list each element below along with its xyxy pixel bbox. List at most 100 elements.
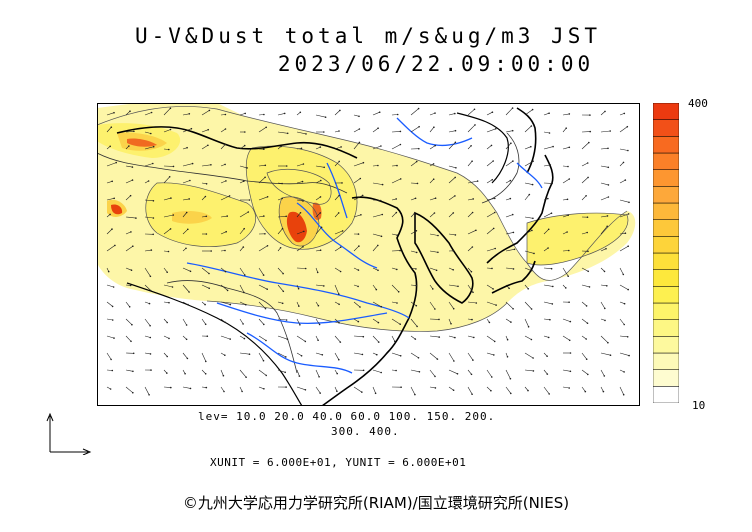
wind-vector-head bbox=[623, 323, 625, 326]
wind-vector-head bbox=[531, 108, 534, 111]
wind-vector-head bbox=[147, 180, 150, 182]
wind-vector-head bbox=[566, 231, 568, 233]
wind-vector-head bbox=[362, 161, 365, 164]
wind-vector bbox=[619, 179, 626, 184]
wind-vector bbox=[258, 215, 264, 218]
wind-vector-head bbox=[266, 196, 269, 198]
wind-vector bbox=[106, 162, 117, 167]
wind-vector-head bbox=[229, 303, 232, 306]
wind-vector bbox=[581, 352, 587, 360]
wind-vector-head bbox=[606, 215, 609, 217]
legend-min-label: 10 bbox=[692, 399, 706, 412]
wind-vector bbox=[486, 352, 494, 356]
wind-vector bbox=[600, 369, 605, 377]
wind-vector bbox=[239, 145, 245, 150]
wind-vector-head bbox=[399, 323, 402, 325]
wind-vector bbox=[201, 196, 206, 201]
wind-vector bbox=[410, 335, 416, 340]
wind-vector-head bbox=[512, 231, 515, 234]
wind-vector bbox=[239, 386, 243, 392]
map-title: U-V&Dust total m/s&ug/m3 JST bbox=[134, 24, 601, 48]
wind-vector-head bbox=[546, 355, 548, 357]
wind-vector-head bbox=[111, 180, 113, 183]
wind-vector-head bbox=[225, 180, 227, 182]
wind-vector-head bbox=[624, 179, 627, 181]
wind-vector bbox=[581, 318, 588, 324]
wind-vector-head bbox=[149, 289, 152, 292]
wind-vector bbox=[372, 111, 380, 116]
wind-vector bbox=[448, 177, 456, 184]
wind-vector bbox=[353, 301, 361, 308]
wind-vector bbox=[562, 267, 569, 277]
wind-vector bbox=[448, 369, 458, 375]
wind-vector bbox=[353, 352, 363, 355]
wind-vector-head bbox=[339, 341, 342, 343]
wind-vector-head bbox=[491, 267, 493, 270]
wind-vector bbox=[106, 301, 113, 307]
wind-vector-head bbox=[455, 167, 457, 169]
wind-vector bbox=[125, 318, 133, 325]
wind-vector bbox=[144, 249, 152, 252]
wind-vector-head bbox=[228, 195, 231, 197]
wind-vector-head bbox=[150, 111, 153, 114]
wind-vector bbox=[486, 198, 495, 201]
wind-vector-head bbox=[282, 290, 285, 293]
wind-vector bbox=[429, 352, 438, 360]
wind-vector-head bbox=[223, 390, 225, 393]
wind-vector-head bbox=[377, 127, 379, 129]
wind-vector-head bbox=[150, 369, 152, 371]
wind-vector bbox=[201, 145, 209, 150]
wind-vector-head bbox=[149, 275, 152, 278]
wind-vector-head bbox=[588, 286, 591, 288]
wind-vector bbox=[144, 284, 151, 291]
wind-vector-head bbox=[285, 386, 287, 388]
wind-vector bbox=[296, 163, 304, 167]
wind-vector-head bbox=[338, 293, 340, 295]
wind-vector-head bbox=[470, 145, 472, 147]
wind-vector-head bbox=[190, 127, 193, 130]
wind-vector bbox=[486, 212, 495, 218]
wind-vector bbox=[543, 267, 552, 269]
wind-vector bbox=[600, 335, 609, 343]
wind-vector-head bbox=[357, 320, 360, 323]
wind-vector-head bbox=[548, 112, 550, 114]
wind-vector bbox=[619, 245, 629, 252]
wind-vector bbox=[315, 114, 326, 118]
wind-vector-head bbox=[622, 161, 625, 164]
wind-vector-head bbox=[186, 357, 189, 360]
wind-vector bbox=[372, 335, 379, 343]
wind-vector-head bbox=[244, 274, 246, 276]
wind-vector bbox=[163, 386, 171, 388]
wind-vector bbox=[144, 112, 152, 116]
wind-vector-head bbox=[224, 143, 226, 146]
wind-vector bbox=[182, 386, 191, 389]
wind-vector-head bbox=[168, 176, 171, 178]
legend-color-step bbox=[653, 269, 679, 287]
wind-vector-head bbox=[188, 198, 190, 200]
wind-vector-head bbox=[568, 249, 570, 252]
wind-vector-head bbox=[432, 163, 435, 165]
legend-color-step bbox=[653, 302, 679, 320]
wind-vector-head bbox=[245, 303, 247, 306]
wind-vector-head bbox=[109, 145, 111, 148]
wind-vector-head bbox=[205, 215, 208, 218]
wind-vector-head bbox=[111, 369, 114, 372]
wind-vector-head bbox=[166, 355, 168, 358]
wind-vector-head bbox=[434, 375, 436, 378]
wind-vector-head bbox=[248, 353, 251, 355]
country-borders bbox=[97, 132, 520, 374]
wind-vector-head bbox=[224, 163, 226, 166]
wind-vector-head bbox=[454, 336, 456, 339]
wind-vector bbox=[258, 245, 268, 252]
wind-vector bbox=[543, 112, 550, 116]
wind-vector-head bbox=[396, 268, 398, 271]
wind-vector bbox=[562, 250, 569, 252]
wind-vector-head bbox=[149, 336, 152, 339]
wind-vector bbox=[486, 301, 497, 306]
wind-vector-head bbox=[107, 270, 110, 273]
wind-vector-head bbox=[415, 304, 418, 307]
wind-vector bbox=[258, 196, 268, 201]
wind-vector bbox=[429, 145, 436, 150]
wind-vector-head bbox=[114, 244, 116, 247]
wind-vector-head bbox=[189, 179, 191, 182]
